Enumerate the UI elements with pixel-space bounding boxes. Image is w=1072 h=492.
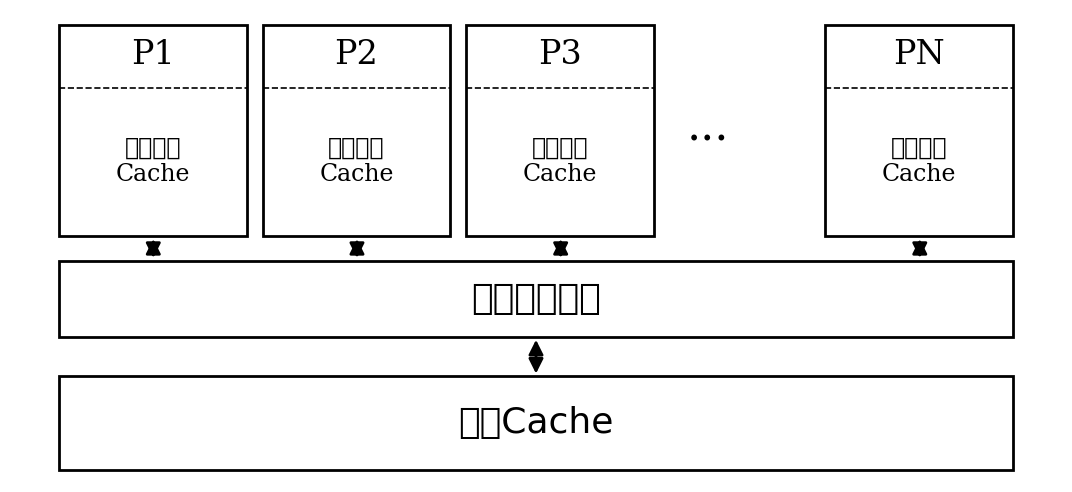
Text: PN: PN <box>893 39 946 71</box>
Bar <box>59 376 1013 470</box>
Text: 私有数据: 私有数据 <box>532 135 589 159</box>
Text: Cache: Cache <box>116 163 190 186</box>
Bar <box>263 25 450 236</box>
Text: P3: P3 <box>538 39 582 71</box>
Text: 私有数据: 私有数据 <box>124 135 181 159</box>
Text: 私有数据: 私有数据 <box>891 135 948 159</box>
Text: P1: P1 <box>131 39 175 71</box>
Text: 核间互联网络: 核间互联网络 <box>471 282 601 316</box>
Bar <box>59 25 247 236</box>
Text: 共享Cache: 共享Cache <box>459 406 613 440</box>
Text: Cache: Cache <box>319 163 393 186</box>
Text: Cache: Cache <box>523 163 597 186</box>
Text: 私有数据: 私有数据 <box>328 135 385 159</box>
Text: Cache: Cache <box>882 163 956 186</box>
Bar <box>59 261 1013 337</box>
Bar <box>466 25 654 236</box>
Bar <box>825 25 1013 236</box>
Text: ...: ... <box>686 106 729 150</box>
Text: P2: P2 <box>334 39 378 71</box>
